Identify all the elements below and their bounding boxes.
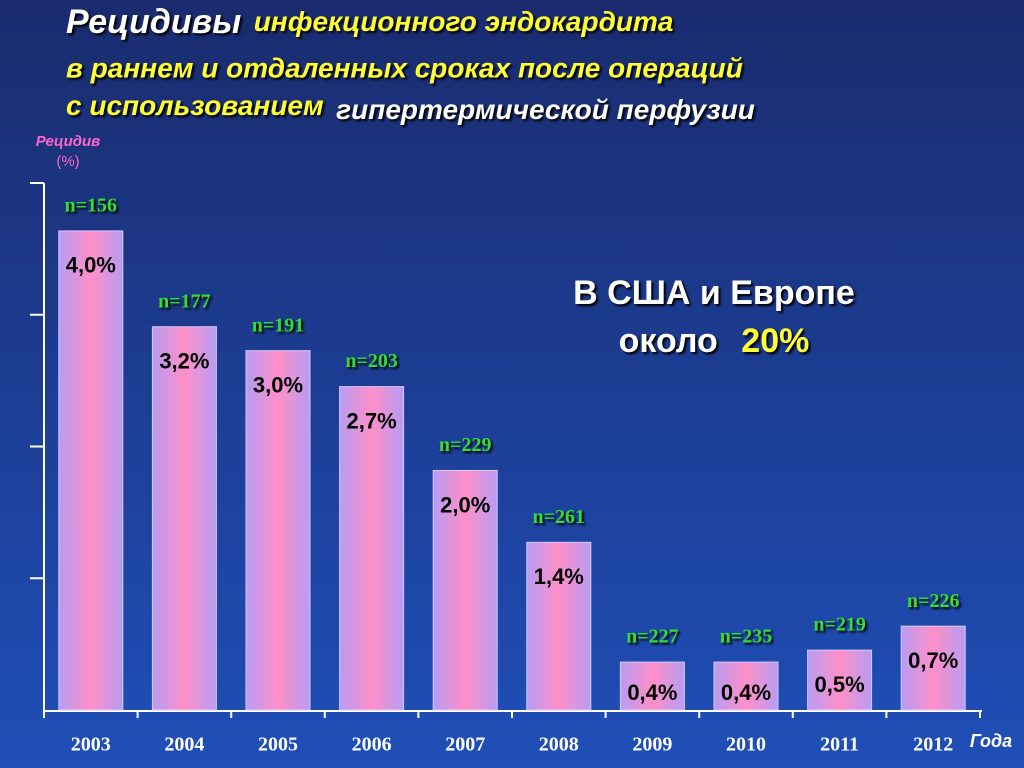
bar <box>526 541 592 711</box>
bar <box>619 661 685 711</box>
x-tick-label: 2007 <box>445 734 485 756</box>
x-tick-label: 2006 <box>352 734 392 756</box>
annotation: В США и Европе <box>573 274 855 312</box>
annotation-text: около <box>619 322 718 360</box>
annotation: около 20% <box>619 322 810 360</box>
sample-size: n=203 <box>345 350 398 372</box>
value-label: 3,2% <box>159 349 209 374</box>
value-label: 2,7% <box>347 408 397 433</box>
sample-size: n=227 <box>626 626 679 648</box>
bar <box>432 469 498 711</box>
x-tick-label: 2008 <box>539 734 579 756</box>
title-part: в раннем и отдаленных сроках после опера… <box>66 52 743 83</box>
title-part: Рецидивы <box>66 3 241 41</box>
sample-size: n=156 <box>65 195 118 217</box>
x-tick-label: 2009 <box>632 734 672 756</box>
bar <box>245 350 311 711</box>
value-label: 0,7% <box>908 648 958 673</box>
sample-size: n=229 <box>439 434 492 456</box>
bar <box>900 625 966 711</box>
chart-title: Рецидивы инфекционного эндокардита <box>66 3 673 41</box>
title-part: гипертермической перфузии <box>336 94 755 125</box>
value-label: 1,4% <box>534 564 584 589</box>
value-label: 3,0% <box>253 372 303 397</box>
x-tick-label: 2003 <box>71 734 111 756</box>
value-label: 0,4% <box>721 680 771 705</box>
value-label: 0,5% <box>815 672 865 697</box>
bar <box>339 386 405 711</box>
title-part: инфекционного эндокардита <box>254 6 674 37</box>
bar <box>807 649 873 711</box>
bar <box>713 661 779 711</box>
value-label: 4,0% <box>66 253 116 278</box>
x-tick-label: 2005 <box>258 734 298 756</box>
sample-size: n=261 <box>533 506 586 528</box>
y-axis-label: Рецидив <box>36 133 101 150</box>
x-tick-label: 2004 <box>164 734 204 756</box>
x-tick-label: 2011 <box>820 734 859 756</box>
y-axis-label: (%) <box>56 153 79 170</box>
value-label: 0,4% <box>627 680 677 705</box>
chart-title-line: с использованием гипертермической перфуз… <box>66 90 755 125</box>
x-tick-label: 2012 <box>913 734 953 756</box>
sample-size: n=191 <box>252 314 305 336</box>
title-part: с использованием <box>66 90 324 121</box>
annotation-highlight: 20% <box>741 322 809 360</box>
sample-size: n=226 <box>907 590 960 612</box>
sample-size: n=219 <box>813 614 866 636</box>
x-axis-label: Года <box>970 731 1012 751</box>
bar <box>58 230 124 711</box>
value-label: 2,0% <box>440 492 490 517</box>
sample-size: n=177 <box>158 290 211 312</box>
sample-size: n=235 <box>720 626 773 648</box>
bar <box>151 326 217 711</box>
x-tick-label: 2010 <box>726 734 766 756</box>
